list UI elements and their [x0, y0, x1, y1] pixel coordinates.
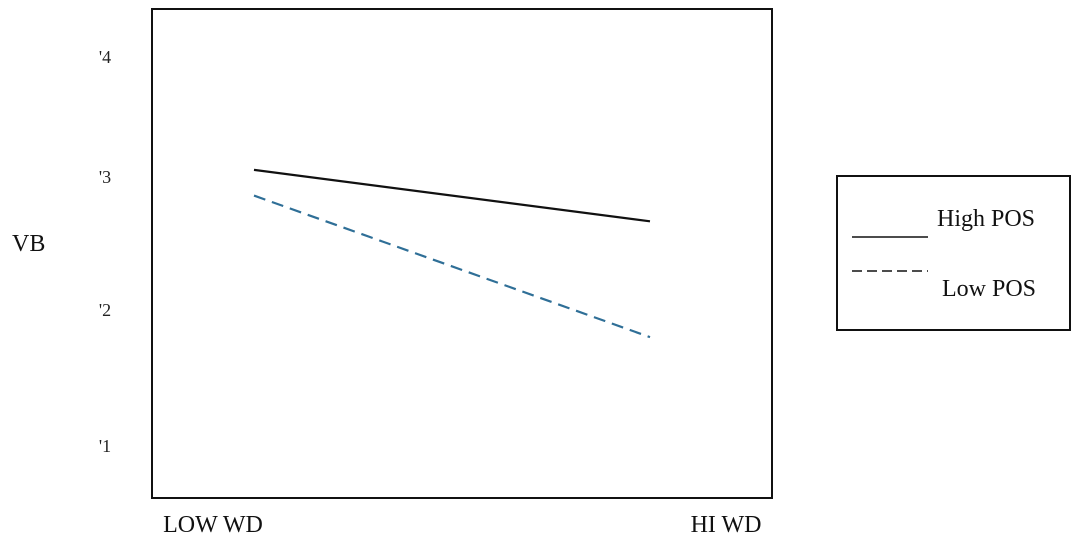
y-tick-label-1: '1 [99, 436, 111, 456]
series-line-low-pos [253, 194, 651, 339]
y-tick-label-4: '4 [99, 47, 111, 67]
legend-box [836, 175, 1071, 331]
x-category-hi-wd: HI WD [691, 512, 762, 535]
legend-label-low-pos: Low POS [942, 276, 1036, 302]
legend-label-high-pos: High POS [937, 206, 1035, 232]
y-axis-label: VB [12, 231, 45, 257]
series-line-high-pos [253, 168, 651, 223]
y-tick-label-3: '3 [99, 167, 111, 187]
y-tick-label-2: '2 [99, 300, 111, 320]
plot-frame [151, 8, 773, 499]
x-category-low-wd: LOW WD [163, 512, 263, 535]
